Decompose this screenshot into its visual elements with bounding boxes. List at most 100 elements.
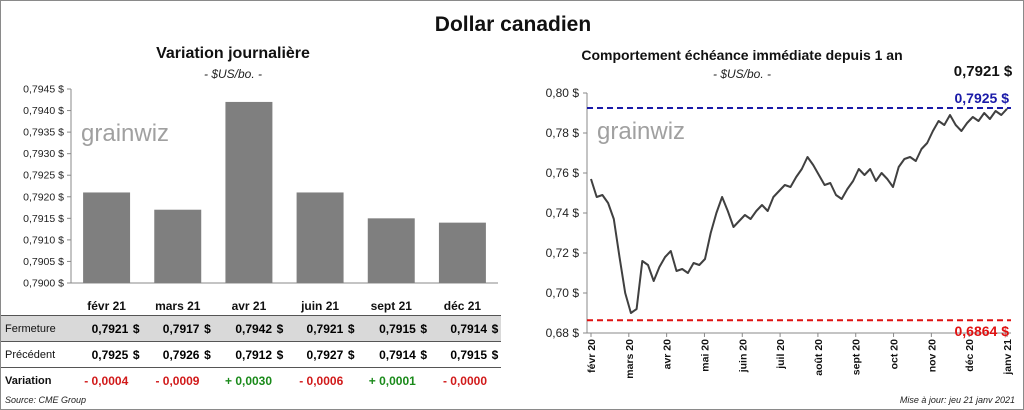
x-tick-label: févr 21 bbox=[87, 299, 126, 313]
currency-cell: $ bbox=[345, 341, 358, 368]
table-cell: 0,7917 bbox=[142, 315, 202, 342]
currency-cell bbox=[489, 368, 501, 394]
table-row: Précédent 0,7925 $0,7926 $0,7912 $0,7927 $0,7… bbox=[1, 341, 501, 368]
y-tick-label: 0,68 $ bbox=[546, 326, 580, 340]
y-tick-label: 0,7935 $ bbox=[23, 127, 64, 139]
table-cell: 0,7912 bbox=[213, 341, 275, 368]
bar-chart-subtitle: - $US/bo. - bbox=[203, 67, 263, 81]
updated-note: Mise à jour: jeu 21 janv 2021 bbox=[899, 395, 1015, 405]
y-tick-label: 0,7925 $ bbox=[23, 170, 64, 182]
reference-line-label: 0,7925 $ bbox=[955, 90, 1010, 106]
currency-cell: $ bbox=[130, 341, 143, 368]
table-cell: 0,7925 bbox=[70, 341, 131, 368]
y-tick-label: 0,7940 $ bbox=[23, 105, 64, 117]
y-tick-label: 0,7905 $ bbox=[23, 256, 64, 268]
y-tick-label: 0,7900 $ bbox=[23, 278, 64, 290]
x-tick-label: juin 20 bbox=[737, 339, 749, 373]
table-cell: 0,7915 bbox=[357, 315, 418, 342]
table-cell: 0,7942 bbox=[213, 315, 275, 342]
row-label: Fermeture bbox=[1, 315, 71, 342]
grainwiz-logo: grainwiz bbox=[597, 118, 685, 145]
x-tick-label: nov 20 bbox=[926, 339, 938, 372]
x-tick-label: déc 20 bbox=[964, 339, 976, 372]
reference-line-label: 0,6864 $ bbox=[955, 323, 1010, 339]
bar bbox=[438, 222, 486, 283]
grainwiz-logo: grainwiz bbox=[81, 120, 169, 147]
bar bbox=[83, 192, 131, 283]
x-tick-label: sept 20 bbox=[851, 339, 863, 375]
x-tick-label: déc 21 bbox=[444, 299, 482, 313]
table-cell: 0,7926 bbox=[142, 341, 202, 368]
table-cell: 0,7921 bbox=[285, 315, 346, 342]
table-cell: 0,7915 bbox=[429, 341, 490, 368]
y-tick-label: 0,72 $ bbox=[546, 246, 580, 260]
currency-cell: $ bbox=[345, 315, 358, 342]
currency-cell bbox=[345, 368, 357, 394]
main-title: Dollar canadien bbox=[434, 13, 592, 36]
y-tick-label: 0,7930 $ bbox=[23, 148, 64, 160]
table-row: Variation - 0,0004 - 0,0009 + 0,0030 - 0,000… bbox=[1, 368, 501, 394]
x-tick-label: mars 20 bbox=[624, 339, 636, 379]
currency-cell: $ bbox=[417, 315, 430, 342]
y-tick-label: 0,80 $ bbox=[546, 86, 580, 100]
table-cell: 0,7927 bbox=[285, 341, 346, 368]
table-cell: - 0,0000 bbox=[442, 373, 488, 388]
table-row: Fermeture 0,7921 $0,7917 $0,7942 $0,7921 $0,7… bbox=[1, 315, 501, 342]
currency-cell: $ bbox=[274, 315, 286, 342]
x-tick-label: oct 20 bbox=[889, 339, 901, 370]
x-tick-label: mars 21 bbox=[155, 299, 201, 313]
currency-cell bbox=[201, 368, 213, 394]
y-tick-label: 0,7945 $ bbox=[23, 84, 64, 96]
y-tick-label: 0,7920 $ bbox=[23, 191, 64, 203]
table-cell: - 0,0004 bbox=[84, 373, 129, 388]
x-tick-label: juil 20 bbox=[775, 339, 787, 370]
y-tick-label: 0,7915 $ bbox=[23, 213, 64, 225]
x-tick-label: sept 21 bbox=[371, 299, 413, 313]
table-cell: 0,7921 bbox=[70, 315, 131, 342]
bar-chart-title: Variation journalière bbox=[156, 45, 310, 62]
y-tick-label: 0,78 $ bbox=[546, 126, 580, 140]
table-cell: - 0,0006 bbox=[299, 373, 344, 388]
currency-cell: $ bbox=[417, 341, 430, 368]
line-chart: 0,68 $ 0,70 $ 0,72 $ 0,74 $ 0,76 $ 0,78 $ 0,80… bbox=[546, 86, 1014, 379]
line-chart-title: Comportement échéance immédiate depuis 1… bbox=[581, 47, 903, 63]
currency-cell: $ bbox=[201, 341, 214, 368]
x-tick-label: avr 20 bbox=[662, 339, 674, 370]
y-tick-label: 0,76 $ bbox=[546, 166, 580, 180]
currency-cell: $ bbox=[201, 315, 214, 342]
bar bbox=[225, 101, 273, 283]
table-cell: 0,7914 bbox=[429, 315, 490, 342]
bar-chart: 0,7900 $ 0,7905 $ 0,7910 $ 0,7915 $ 0,7920 $… bbox=[23, 84, 498, 313]
currency-cell: $ bbox=[489, 315, 501, 342]
x-tick-label: janv 21 bbox=[1002, 339, 1014, 376]
bar bbox=[296, 192, 344, 283]
values-table: Fermeture 0,7921 $0,7917 $0,7942 $0,7921 $0,7… bbox=[1, 315, 501, 394]
x-tick-label: avr 21 bbox=[232, 299, 267, 313]
x-tick-label: juin 21 bbox=[300, 299, 339, 313]
currency-cell bbox=[274, 368, 286, 394]
x-tick-label: févr 20 bbox=[586, 339, 598, 373]
currency-cell bbox=[130, 368, 142, 394]
currency-cell: $ bbox=[489, 341, 501, 368]
table-cell: 0,7914 bbox=[357, 341, 418, 368]
table-cell: + 0,0030 bbox=[224, 373, 273, 388]
price-line bbox=[590, 108, 1008, 314]
source-note: Source: CME Group bbox=[5, 395, 87, 405]
x-tick-label: mai 20 bbox=[699, 339, 711, 372]
bar bbox=[154, 209, 202, 283]
y-tick-label: 0,70 $ bbox=[546, 286, 580, 300]
y-tick-label: 0,74 $ bbox=[546, 206, 580, 220]
row-label: Précédent bbox=[1, 341, 71, 368]
currency-cell bbox=[418, 368, 430, 394]
x-tick-label: août 20 bbox=[813, 339, 825, 376]
table-cell: - 0,0009 bbox=[155, 373, 200, 388]
y-tick-label: 0,7910 $ bbox=[23, 234, 64, 246]
row-label: Variation bbox=[5, 374, 52, 387]
currency-cell: $ bbox=[274, 341, 286, 368]
line-chart-subtitle: - $US/bo. - bbox=[712, 67, 772, 81]
table-cell: + 0,0001 bbox=[368, 373, 416, 388]
currency-cell: $ bbox=[130, 315, 143, 342]
last-value-label: 0,7921 $ bbox=[953, 63, 1013, 80]
bar bbox=[367, 218, 415, 283]
